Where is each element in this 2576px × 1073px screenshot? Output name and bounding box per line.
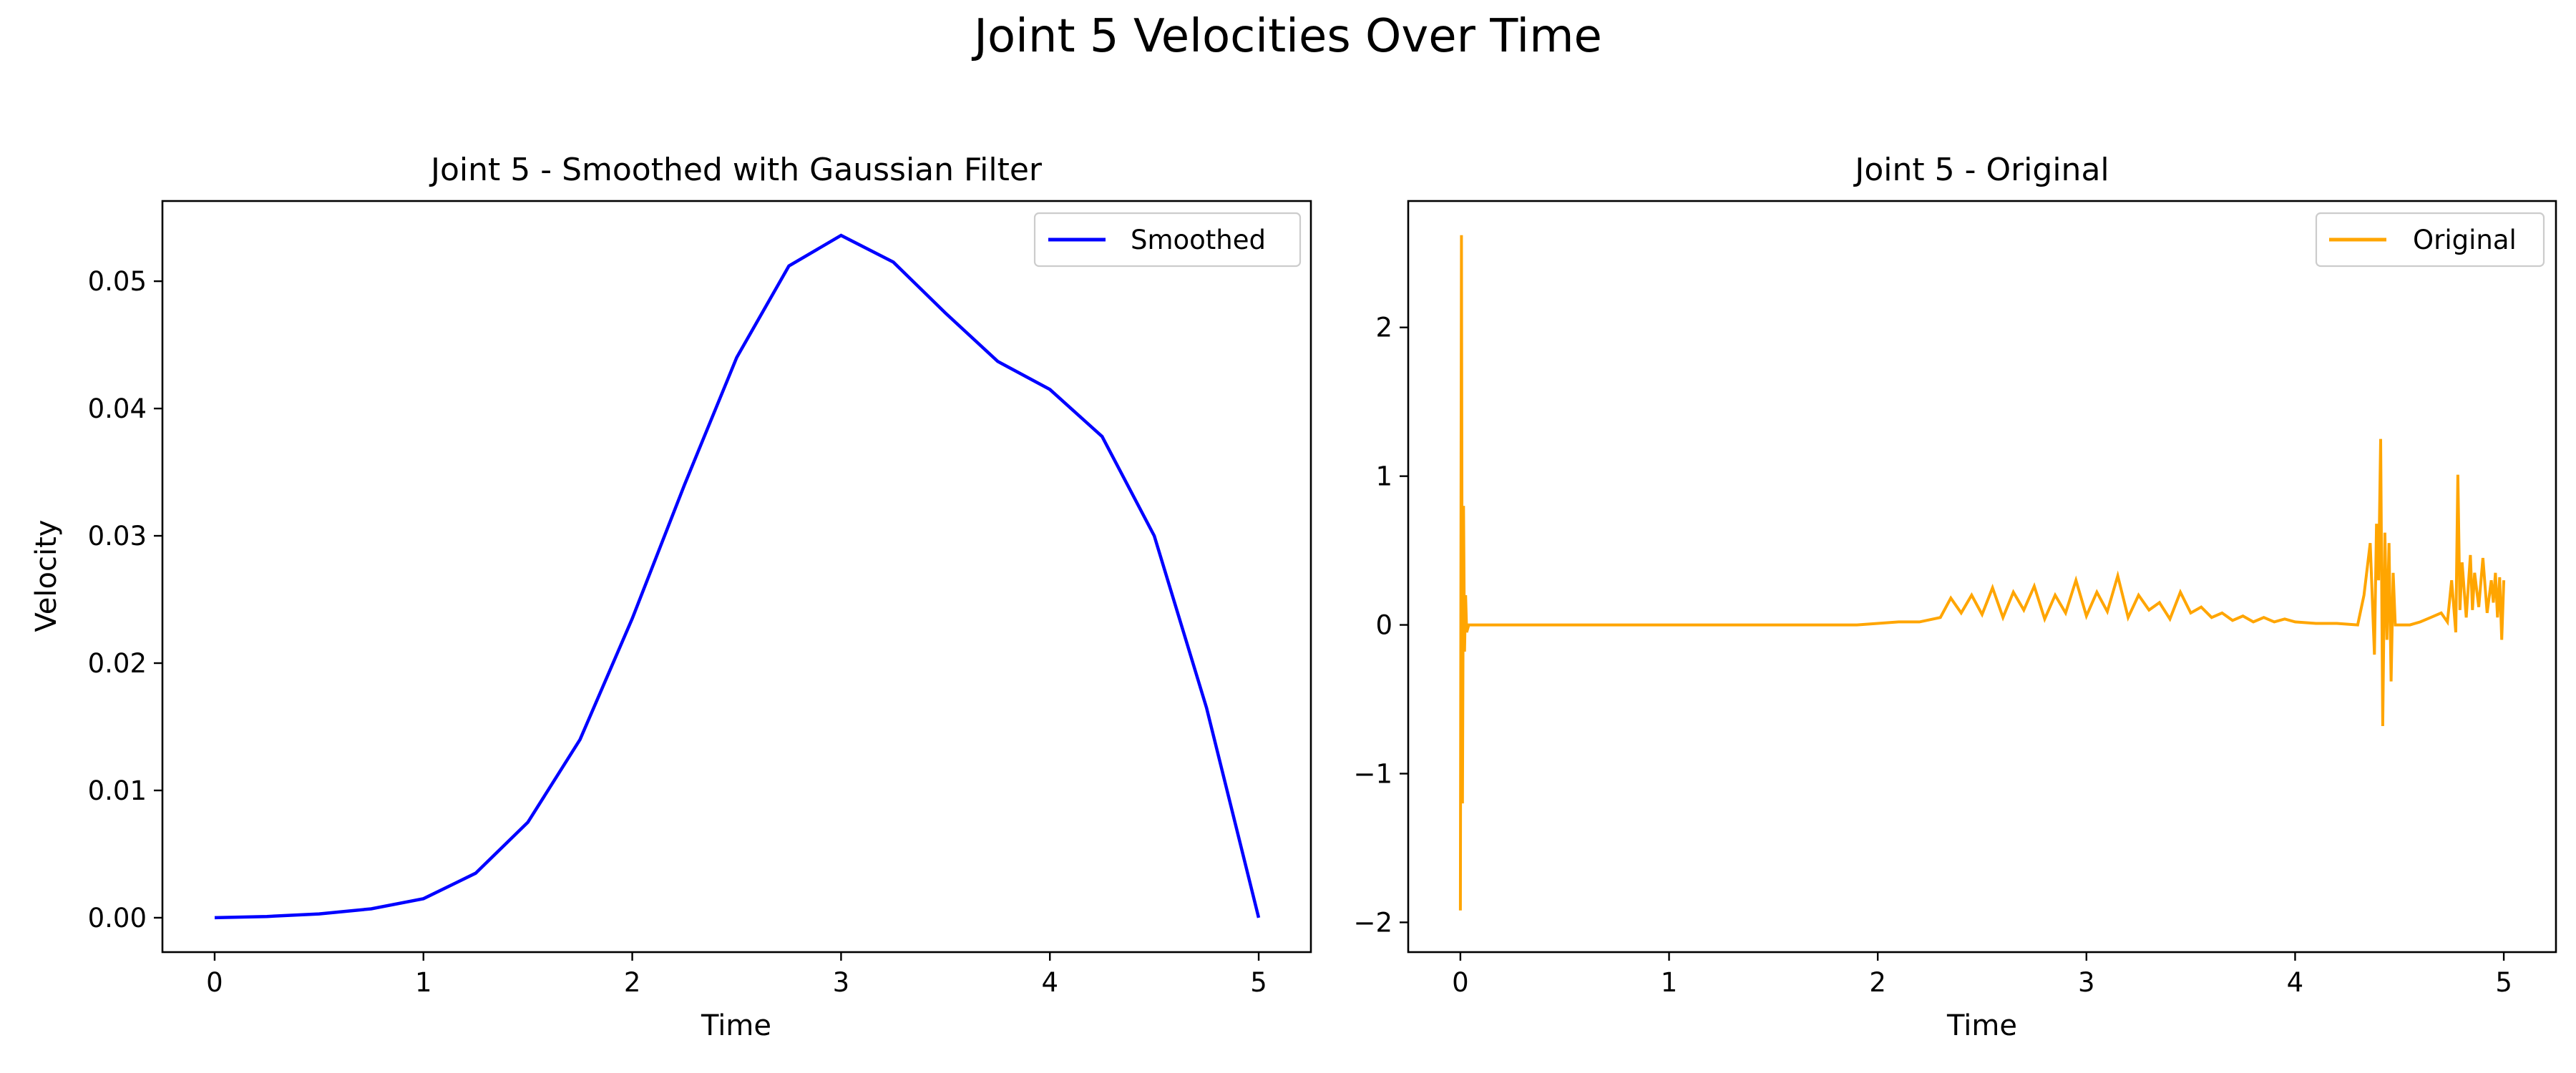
figure-suptitle: Joint 5 Velocities Over Time: [971, 10, 1602, 63]
original-xtick-label: 2: [1869, 967, 1886, 998]
smoothed-legend: Smoothed: [1033, 212, 1302, 268]
smoothed-xtick-label: 3: [833, 967, 850, 998]
smoothed-ytick-label: 0.03: [88, 521, 147, 552]
subplot-original-xlabel: Time: [1946, 1009, 2017, 1042]
original-series-line: [1458, 235, 2506, 911]
subplot-original-title: Joint 5 - Original: [1853, 152, 2109, 188]
smoothed-legend-box: [1033, 212, 1302, 268]
original-ytick-label: −2: [1353, 907, 1392, 938]
subplot-smoothed: Joint 5 - Smoothed with Gaussian Filter …: [30, 152, 1312, 1042]
original-ytick-label: 2: [1375, 313, 1392, 343]
smoothed-xtick-label: 0: [206, 967, 223, 998]
original-ytick-label: −1: [1353, 758, 1392, 789]
subplot-smoothed-ylabel: Velocity: [30, 520, 63, 632]
subplot-smoothed-ticks: 0 1 2 3 4 5 0.00 0.01 0.02 0.03 0.04 0.05: [88, 266, 1267, 998]
original-ytick-label: 0: [1375, 610, 1392, 641]
smoothed-ytick-label: 0.04: [88, 393, 147, 424]
subplot-original: Joint 5 - Original Time 0 1 2 3 4 5 −2 −1 0 1 2 Or…: [1353, 152, 2557, 1042]
original-xtick-label: 0: [1452, 967, 1469, 998]
original-legend-box: [2315, 212, 2545, 268]
smoothed-legend-label: Smoothed: [1131, 225, 1266, 255]
subplot-smoothed-frame: [161, 200, 1312, 954]
smoothed-xtick-label: 2: [624, 967, 641, 998]
original-xtick-label: 3: [2078, 967, 2095, 998]
original-xtick-label: 5: [2495, 967, 2512, 998]
smoothed-ytick-label: 0.05: [88, 266, 147, 297]
smoothed-series-line: [214, 233, 1261, 920]
subplot-original-frame: [1407, 200, 2557, 954]
smoothed-xtick-label: 5: [1250, 967, 1267, 998]
original-ytick-label: 1: [1375, 461, 1392, 492]
subplot-smoothed-title: Joint 5 - Smoothed with Gaussian Filter: [429, 152, 1043, 188]
smoothed-ytick-label: 0.02: [88, 648, 147, 679]
original-legend-label: Original: [2413, 225, 2517, 255]
original-xtick-label: 1: [1661, 967, 1678, 998]
smoothed-xtick-label: 1: [415, 967, 432, 998]
smoothed-ytick-label: 0.01: [88, 775, 147, 806]
original-xtick-label: 4: [2287, 967, 2304, 998]
smoothed-xtick-label: 4: [1041, 967, 1058, 998]
smoothed-ytick-label: 0.00: [88, 903, 147, 934]
original-legend: Original: [2315, 212, 2545, 268]
subplot-smoothed-xlabel: Time: [701, 1009, 771, 1042]
subplot-original-ticks: 0 1 2 3 4 5 −2 −1 0 1 2: [1353, 313, 2512, 998]
